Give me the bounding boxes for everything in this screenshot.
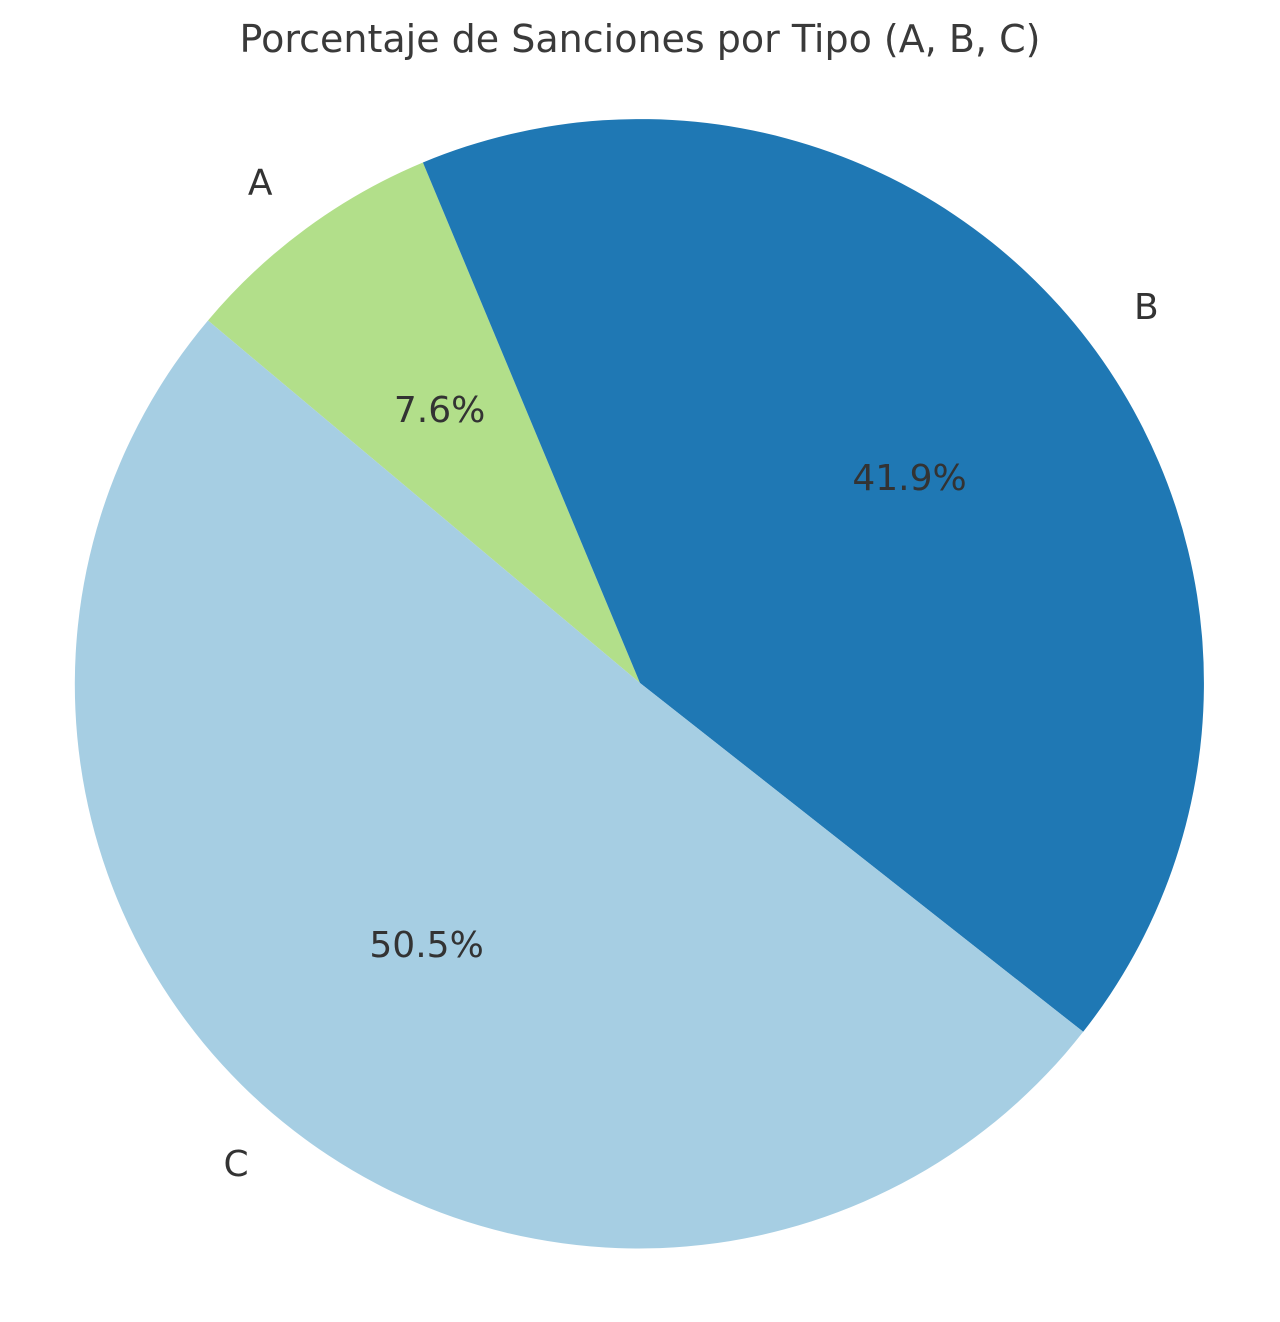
pie-slices (74, 119, 1204, 1249)
category-label-b: B (1134, 287, 1159, 328)
pie-slice-c (74, 320, 1084, 1249)
pie-slice-a (208, 162, 640, 683)
category-label-c: C (224, 1144, 249, 1185)
category-label-a: A (248, 163, 273, 204)
chart-title: Porcentaje de Sanciones por Tipo (A, B, … (240, 17, 1041, 61)
pie-slice-labels: 7.6% A 41.9% B 50.5% C (224, 163, 1159, 1185)
pct-label-a: 7.6% (394, 390, 485, 431)
pct-label-b: 41.9% (852, 458, 966, 499)
pie-slice-b (422, 119, 1204, 1032)
pct-label-c: 50.5% (369, 925, 483, 966)
